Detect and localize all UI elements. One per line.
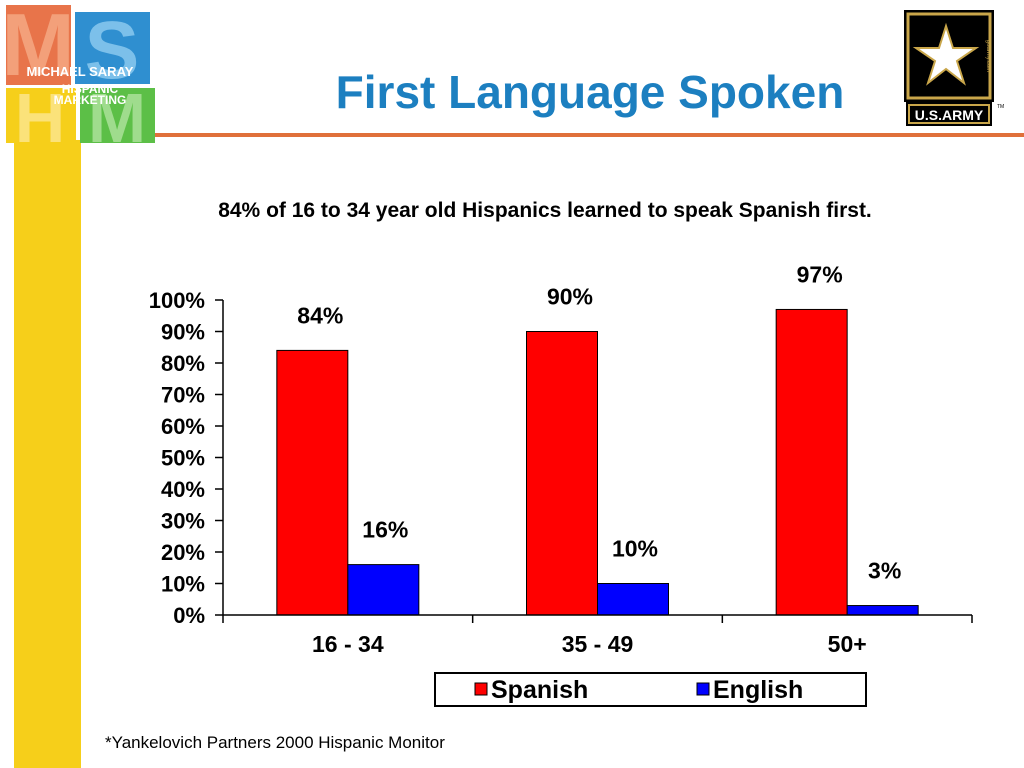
y-tick-label: 20% <box>161 540 205 565</box>
data-label-spanish-1: 84% <box>297 302 343 328</box>
title-rule <box>155 133 1024 137</box>
legend-label-spanish: Spanish <box>491 676 588 704</box>
legend-box <box>434 672 867 707</box>
logo-text-3: MARKETING <box>54 93 127 107</box>
logo-text-2: HISPANIC <box>62 82 119 96</box>
logo-m-letter: M <box>1 0 74 94</box>
star-icon <box>912 22 980 86</box>
y-tick-label: 10% <box>161 572 205 597</box>
army-tm: TM <box>997 104 1004 110</box>
logo-s-letter: S <box>85 5 140 96</box>
legend-swatch-english <box>696 682 710 696</box>
data-label-english-2: 10% <box>612 536 658 562</box>
logo-s-block <box>75 12 150 84</box>
logo-m2-block <box>80 88 155 143</box>
legend: Spanish English <box>434 672 867 707</box>
bar-spanish-1 <box>276 349 349 616</box>
y-tick-label: 0% <box>173 603 205 628</box>
accent-bar <box>14 140 81 768</box>
logo-h-letter: H <box>15 79 66 145</box>
msh-logo: M S H M MICHAEL SARAY HISPANIC MARKETING <box>1 0 155 145</box>
data-label-spanish-2: 90% <box>547 284 593 310</box>
footnote: *Yankelovich Partners 2000 Hispanic Moni… <box>105 733 445 752</box>
data-label-english-3: 3% <box>868 558 901 584</box>
y-axis: 0% 10% 20% 30% 40% 50% 60% 70% 80% 90% 100% <box>149 288 224 628</box>
y-tick-label: 60% <box>161 414 205 439</box>
y-tick-label: 80% <box>161 351 205 376</box>
army-label-border <box>908 104 990 124</box>
bar-english-2 <box>597 583 669 616</box>
legend-swatch-spanish <box>474 682 488 696</box>
x-tick-label: 35 - 49 <box>562 631 634 657</box>
logo-text-1: MICHAEL SARAY <box>27 64 134 79</box>
legend-label-english: English <box>713 676 803 704</box>
logo-m-block <box>6 5 71 85</box>
slide-title: First Language Spoken <box>335 66 845 118</box>
slide-subtitle: 84% of 16 to 34 year old Hispanics learn… <box>218 199 872 222</box>
y-tick-label: 40% <box>161 477 205 502</box>
x-axis: 16 - 34 35 - 49 50+ <box>222 614 973 657</box>
bars: 84% 16% 90% 10% 97% 3% <box>276 261 919 616</box>
x-tick-label: 50+ <box>828 631 867 657</box>
logo-h-block <box>6 88 76 143</box>
bar-english-1 <box>347 564 420 616</box>
army-label-text: U.S.ARMY <box>915 107 984 123</box>
y-tick-label: 100% <box>149 288 205 313</box>
army-logo-border <box>906 12 992 100</box>
bar-spanish-3 <box>775 308 848 616</box>
y-tick-label: 90% <box>161 320 205 345</box>
y-tick-label: 70% <box>161 383 205 408</box>
army-logo: goarmy.com U.S.ARMY TM <box>904 10 1004 126</box>
army-side-text: goarmy.com <box>985 40 991 73</box>
y-tick-label: 30% <box>161 509 205 534</box>
logo-m2-letter: M <box>88 79 146 145</box>
x-tick-label: 16 - 34 <box>312 631 384 657</box>
data-label-english-1: 16% <box>362 517 408 543</box>
data-label-spanish-3: 97% <box>797 261 843 287</box>
bar-spanish-2 <box>526 331 598 616</box>
bar-english-3 <box>846 605 919 616</box>
y-tick-label: 50% <box>161 446 205 471</box>
